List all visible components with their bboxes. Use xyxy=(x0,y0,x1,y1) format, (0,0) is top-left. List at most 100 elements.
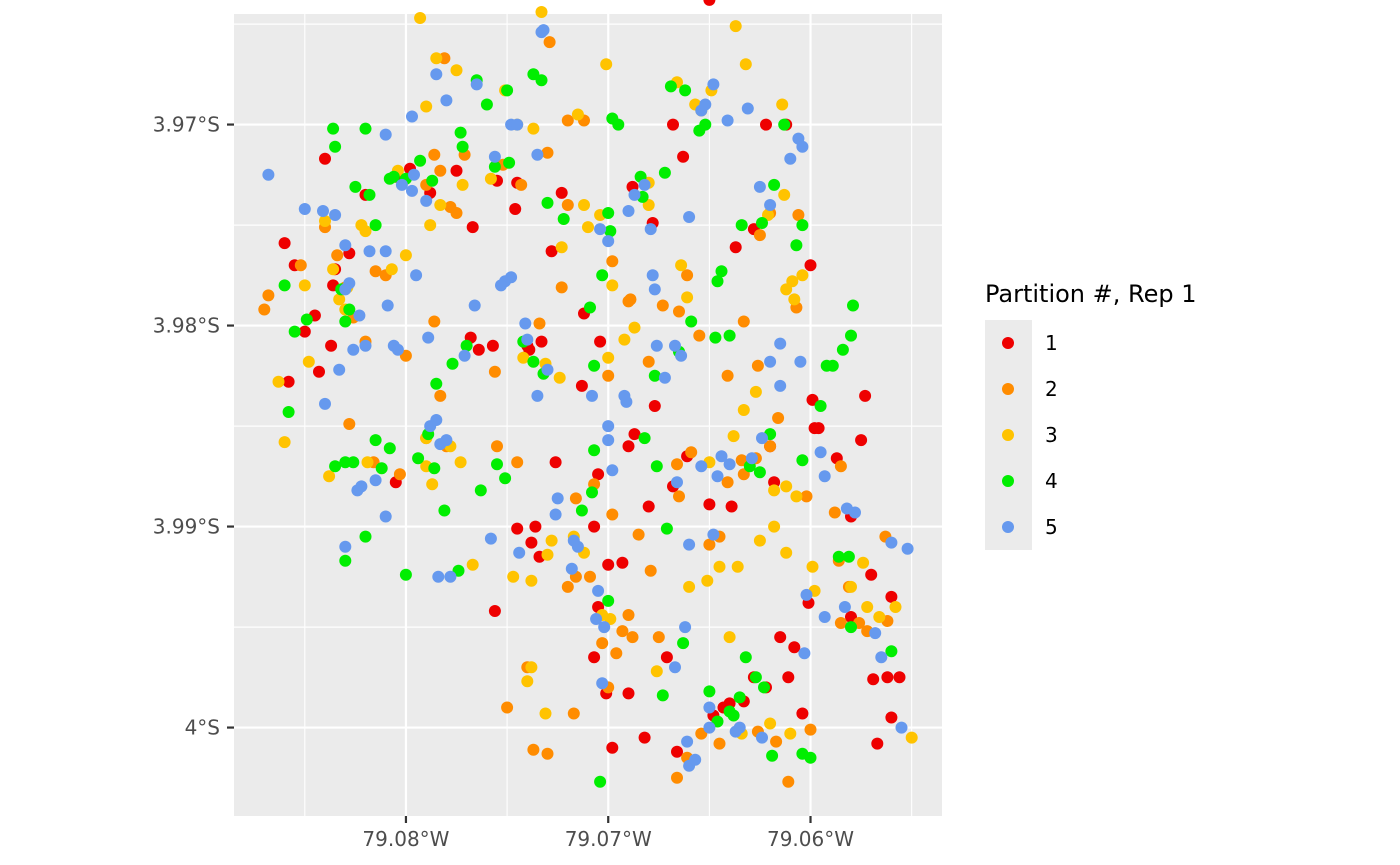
data-point-partition-1 xyxy=(628,428,641,441)
data-point-partition-3 xyxy=(618,333,631,346)
data-point-partition-4 xyxy=(842,550,855,563)
data-point-partition-3 xyxy=(729,20,742,33)
data-point-partition-5 xyxy=(339,239,352,252)
data-point-partition-5 xyxy=(756,731,768,744)
data-point-partition-4 xyxy=(753,466,766,479)
data-point-partition-4 xyxy=(596,269,609,282)
data-point-partition-5 xyxy=(774,337,787,350)
data-point-partition-4 xyxy=(369,219,382,232)
data-point-partition-5 xyxy=(408,168,420,181)
data-point-partition-3 xyxy=(749,385,762,398)
data-point-partition-4 xyxy=(723,329,736,342)
data-point-partition-4 xyxy=(638,432,651,445)
data-point-partition-3 xyxy=(272,375,285,388)
data-point-partition-3 xyxy=(727,430,740,443)
data-point-partition-1 xyxy=(594,335,607,348)
data-point-partition-4 xyxy=(446,357,459,370)
data-point-partition-2 xyxy=(616,625,629,638)
data-point-partition-3 xyxy=(780,283,793,296)
data-point-partition-2 xyxy=(693,329,706,342)
data-point-partition-4 xyxy=(541,196,554,209)
data-point-partition-1 xyxy=(588,651,601,664)
data-point-partition-5 xyxy=(537,24,550,37)
data-point-partition-2 xyxy=(772,412,785,424)
data-point-partition-5 xyxy=(869,627,882,640)
data-point-partition-4 xyxy=(766,749,779,762)
data-point-partition-1 xyxy=(486,339,499,352)
data-point-partition-5 xyxy=(683,211,696,223)
data-point-partition-1 xyxy=(638,731,651,744)
legend-key-2 xyxy=(1002,383,1014,395)
data-point-partition-4 xyxy=(711,275,724,288)
data-point-partition-3 xyxy=(873,611,886,623)
data-point-partition-5 xyxy=(669,661,681,674)
data-point-partition-3 xyxy=(780,546,793,559)
data-point-partition-5 xyxy=(681,735,694,748)
data-point-partition-5 xyxy=(513,546,526,559)
data-point-partition-5 xyxy=(814,446,827,459)
data-point-partition-1 xyxy=(319,152,331,165)
legend-label: 3 xyxy=(1045,423,1058,447)
legend-key-5 xyxy=(1002,521,1014,533)
data-point-partition-4 xyxy=(739,651,752,664)
data-point-partition-3 xyxy=(420,100,433,113)
data-point-partition-3 xyxy=(780,480,793,493)
data-point-partition-4 xyxy=(796,454,809,467)
data-point-partition-5 xyxy=(644,223,657,236)
data-point-partition-5 xyxy=(379,245,392,258)
data-point-partition-5 xyxy=(753,180,766,193)
data-point-partition-5 xyxy=(618,389,631,402)
data-point-partition-4 xyxy=(359,530,372,543)
data-point-partition-3 xyxy=(857,556,870,569)
legend-title: Partition #, Rep 1 xyxy=(985,280,1197,308)
data-point-partition-1 xyxy=(282,375,295,388)
data-point-partition-5 xyxy=(531,389,544,402)
data-point-partition-2 xyxy=(721,476,734,489)
data-point-partition-5 xyxy=(565,562,578,575)
data-point-partition-3 xyxy=(701,574,714,587)
data-point-partition-4 xyxy=(778,118,791,131)
data-point-partition-1 xyxy=(325,339,338,352)
data-point-partition-2 xyxy=(673,490,685,503)
data-point-partition-4 xyxy=(584,301,596,314)
data-point-partition-3 xyxy=(319,215,331,227)
data-point-partition-4 xyxy=(845,621,857,634)
data-point-partition-3 xyxy=(681,291,694,304)
data-point-partition-5 xyxy=(551,492,564,505)
data-point-partition-3 xyxy=(600,58,613,71)
data-point-partition-5 xyxy=(675,349,688,362)
data-point-partition-3 xyxy=(582,221,594,234)
data-point-partition-2 xyxy=(642,355,655,368)
data-point-partition-2 xyxy=(751,359,764,372)
data-point-partition-1 xyxy=(893,671,906,684)
data-point-partition-5 xyxy=(351,484,364,497)
data-point-partition-4 xyxy=(679,84,692,97)
data-point-partition-5 xyxy=(458,349,471,362)
data-point-partition-3 xyxy=(861,601,874,613)
data-point-partition-1 xyxy=(642,500,655,513)
data-point-partition-5 xyxy=(511,118,524,131)
data-point-partition-4 xyxy=(387,170,400,183)
data-point-partition-2 xyxy=(543,36,556,49)
data-point-partition-5 xyxy=(658,371,671,384)
data-point-partition-4 xyxy=(749,671,762,684)
data-point-partition-5 xyxy=(381,299,394,312)
data-point-partition-4 xyxy=(735,219,748,232)
data-point-partition-3 xyxy=(555,241,568,254)
data-point-partition-1 xyxy=(729,241,742,254)
y-tick-labels: 3.97°S 3.98°S 3.99°S 4°S xyxy=(153,113,220,740)
data-point-partition-2 xyxy=(491,440,503,453)
data-point-partition-5 xyxy=(699,98,712,111)
data-point-partition-3 xyxy=(456,178,469,191)
y-tick-label: 4°S xyxy=(185,716,220,740)
data-point-partition-5 xyxy=(339,283,352,296)
data-point-partition-2 xyxy=(606,255,619,268)
data-point-partition-4 xyxy=(660,522,673,535)
data-point-partition-1 xyxy=(549,456,562,469)
data-point-partition-5 xyxy=(646,269,659,282)
data-point-partition-4 xyxy=(430,377,443,390)
data-point-partition-1 xyxy=(450,164,463,177)
data-point-partition-1 xyxy=(535,335,548,348)
data-point-partition-3 xyxy=(571,108,584,121)
x-tick-label: 79.08°W xyxy=(362,827,449,851)
